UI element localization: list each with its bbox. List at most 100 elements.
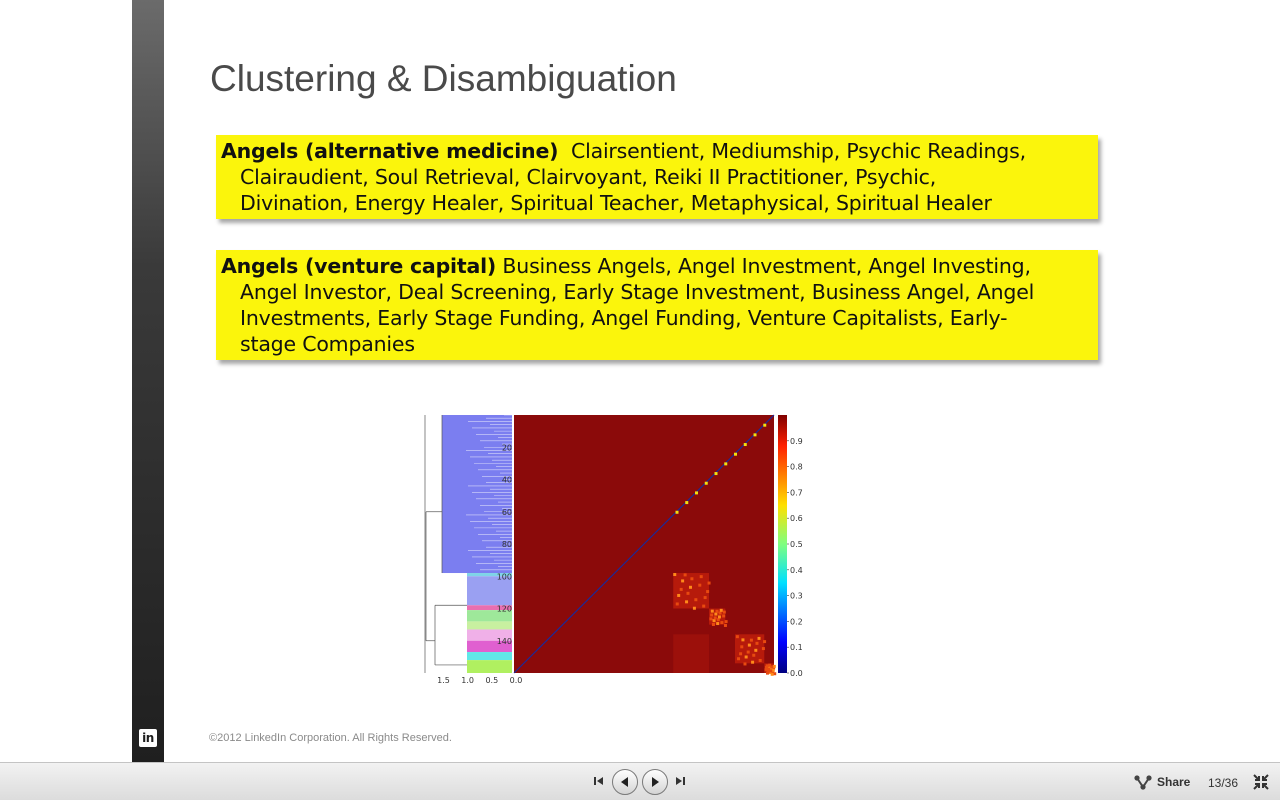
exit-fullscreen-button[interactable] (1252, 773, 1270, 791)
colorbar-tick-label: 0.5 (790, 540, 803, 549)
slide-left-accent-bar (132, 0, 164, 762)
tag-box-heading: Angels (alternative medicine) (221, 139, 559, 163)
skip-to-last-icon (676, 777, 685, 785)
tag-list-text: Clairsentient, Mediumship, Psychic Readi… (570, 139, 1026, 163)
next-slide-button[interactable] (642, 769, 668, 795)
cluster-speck (767, 665, 771, 669)
cluster-speck (710, 609, 714, 613)
previous-slide-button[interactable] (612, 769, 638, 795)
cluster-speck (772, 664, 776, 668)
copyright-notice: ©2012 LinkedIn Corporation. All Rights R… (209, 732, 452, 744)
cluster-speck (719, 608, 723, 612)
cluster-speck (711, 623, 715, 627)
tag-list-text: stage Companies (240, 332, 415, 356)
dendrogram-cluster-large (442, 415, 512, 574)
cluster-speck (768, 663, 772, 667)
diagonal-mark (675, 510, 679, 514)
diagonal-mark (714, 472, 718, 476)
cluster-speck (698, 583, 702, 587)
dendrogram-cluster-band (467, 629, 512, 641)
last-slide-button[interactable] (672, 773, 688, 789)
cluster-speck (699, 575, 703, 579)
play-next-icon (652, 777, 659, 787)
colorbar-tick-label: 0.3 (790, 592, 803, 601)
dendrogram-cluster-band (467, 605, 512, 611)
cluster-speck (718, 611, 722, 615)
tag-box-alternative-medicine: Angels (alternative medicine) Clairsenti… (216, 135, 1098, 219)
cluster-speck (765, 664, 769, 668)
share-button[interactable]: Share (1133, 772, 1190, 792)
row-tick-label: 100 (497, 572, 512, 581)
row-tick-label: 20 (502, 443, 512, 452)
cluster-speck (743, 662, 747, 666)
tag-list-text: Divination, Energy Healer, Spiritual Tea… (240, 191, 992, 215)
cluster-speck (741, 638, 745, 642)
cluster-speck (703, 596, 707, 600)
cluster-speck (685, 600, 689, 604)
row-tick-label: 120 (497, 605, 512, 614)
diagonal-mark (704, 481, 708, 485)
cluster-speck (707, 581, 711, 585)
cluster-speck (746, 650, 750, 654)
cluster-speck (690, 577, 694, 581)
cluster-speck (681, 579, 685, 583)
tag-box-first-line: Angels (venture capital) Business Angels… (221, 253, 1092, 279)
row-tick-label: 80 (502, 540, 512, 549)
cluster-speck (747, 643, 751, 647)
tag-box-first-line: Angels (alternative medicine) Clairsenti… (221, 138, 1092, 164)
diagonal-mark (763, 423, 767, 427)
tag-list-text: Investments, Early Stage Funding, Angel … (240, 306, 1008, 330)
cluster-speck (712, 619, 716, 623)
cluster-speck (735, 635, 739, 639)
colorbar-tick-label: 0.1 (790, 643, 803, 652)
share-icon (1134, 775, 1152, 790)
dendrogram-cluster-band (467, 660, 512, 673)
cluster-speck (679, 587, 683, 591)
cluster-speck (683, 573, 687, 577)
cluster-speck (751, 660, 755, 664)
dendrogram-tick-label: 1.0 (461, 676, 474, 685)
cluster-speck (739, 652, 743, 656)
cluster-speck (716, 622, 720, 626)
cluster-speck (755, 641, 759, 645)
colorbar-tick-label: 0.6 (790, 514, 803, 523)
colorbar-tick-label: 0.0 (790, 669, 803, 678)
linkedin-logo-icon: in (139, 729, 157, 747)
diagonal-mark (724, 462, 728, 466)
first-slide-button[interactable] (591, 773, 607, 789)
heatmap-chart: 0.0 0.1 0.2 0.3 0.4 0.5 0.6 0.7 0.8 0.9 20 40 60 80 10… (424, 414, 803, 685)
cluster-speck (749, 638, 753, 642)
cluster-speck (767, 667, 771, 671)
cluster-speck (757, 636, 761, 640)
similarity-heatmap-figure: 0.0 0.1 0.2 0.3 0.4 0.5 0.6 0.7 0.8 0.9 20 40 60 80 10… (420, 410, 810, 685)
cluster-speck (717, 615, 721, 619)
cluster-speck (677, 593, 681, 597)
cluster-speck (714, 612, 718, 616)
cluster-speck (752, 653, 756, 657)
row-tick-label: 140 (497, 637, 512, 646)
row-tick-label: 40 (502, 476, 512, 485)
cluster-speck (722, 610, 726, 614)
colorbar (778, 415, 787, 673)
diagonal-mark (743, 443, 747, 447)
cluster-speck (768, 671, 772, 675)
dendrogram-tick-label: 0.5 (485, 676, 498, 685)
cluster-speck (673, 573, 677, 577)
skip-to-first-icon (594, 777, 603, 785)
cluster-speck (740, 645, 744, 649)
cluster-speck (724, 620, 728, 624)
cluster-speck (688, 585, 692, 589)
cluster-speck (744, 655, 748, 659)
cluster-speck (770, 672, 774, 676)
player-controls-bar: Share 13/36 (0, 762, 1280, 800)
cluster-speck (716, 618, 720, 622)
cluster-speck (763, 640, 767, 644)
previous-icon (621, 777, 628, 787)
cluster-speck (771, 670, 775, 674)
diagonal-mark (685, 501, 689, 505)
cluster-speck (771, 668, 775, 672)
cluster-speck (764, 665, 768, 669)
cluster-speck (737, 657, 741, 661)
cluster-speck (758, 658, 762, 662)
